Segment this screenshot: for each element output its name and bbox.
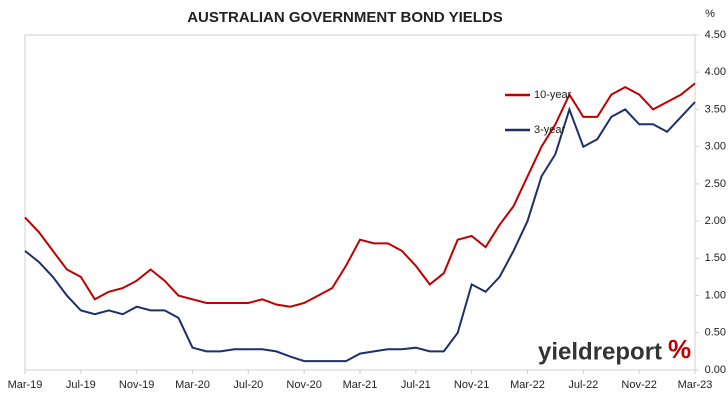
- y-tick-label: 0.00: [705, 364, 726, 376]
- logo-symbol: %: [668, 334, 691, 364]
- y-tick-label: 2.50: [705, 178, 726, 190]
- plot-area: [24, 34, 696, 371]
- logo-text: yieldreport: [538, 338, 662, 365]
- y-unit: %: [705, 8, 715, 20]
- x-tick-label: Mar-22: [510, 379, 545, 391]
- y-tick-label: 4.00: [705, 66, 726, 78]
- y-tick-label: 4.50: [705, 29, 726, 41]
- legend-label: 10-year: [534, 89, 572, 101]
- x-tick-label: Mar-20: [175, 379, 210, 391]
- x-tick-label: Mar-23: [678, 379, 713, 391]
- x-tick-label: Jul-21: [401, 379, 431, 391]
- legend-label: 3-year: [534, 124, 566, 136]
- y-tick-label: 1.50: [705, 252, 726, 264]
- x-tick-label: Jul-22: [568, 379, 598, 391]
- y-tick-label: 1.00: [705, 289, 726, 301]
- series-line: [24, 82, 696, 308]
- series-line: [24, 101, 696, 363]
- x-tick-label: Jul-20: [233, 379, 263, 391]
- y-tick-label: 0.50: [705, 327, 726, 339]
- y-tick-label: 3.50: [705, 103, 726, 115]
- x-tick-label: Jul-19: [66, 379, 96, 391]
- x-tick-label: Nov-20: [286, 379, 321, 391]
- x-tick-label: Mar-19: [8, 379, 43, 391]
- y-tick-label: 3.00: [705, 141, 726, 153]
- x-tick-label: Nov-22: [621, 379, 656, 391]
- x-tick-label: Nov-21: [454, 379, 489, 391]
- chart-title: AUSTRALIAN GOVERNMENT BOND YIELDS: [187, 9, 503, 26]
- x-tick-label: Nov-19: [119, 379, 154, 391]
- y-tick-label: 2.00: [705, 215, 726, 227]
- x-tick-label: Mar-21: [343, 379, 378, 391]
